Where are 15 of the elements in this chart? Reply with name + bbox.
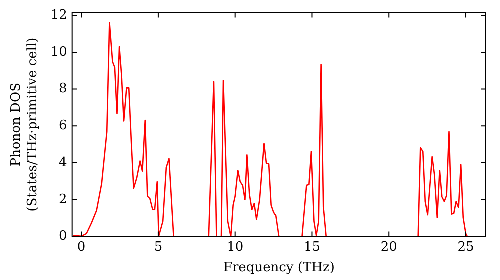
x-tick-label: 10: [227, 240, 244, 255]
y-tick-label: 10: [50, 44, 68, 60]
y-axis-title: Phonon DOS (States/THz·primitive cell): [8, 38, 41, 212]
y-tick-label: 4: [59, 155, 68, 170]
x-tick-label: 20: [380, 240, 398, 255]
x-tick-label: 0: [77, 240, 86, 255]
x-axis-title: Frequency (THz): [223, 260, 335, 276]
x-tick-label: 25: [458, 240, 474, 255]
y-tick-label: 6: [59, 118, 68, 134]
x-tick-label: 5: [154, 240, 163, 255]
y-tick-label: 8: [59, 82, 68, 97]
y-tick-label: 12: [50, 8, 68, 23]
y-tick-label: 2: [59, 192, 68, 208]
y-tick-label: 0: [59, 229, 68, 244]
x-tick-label: 15: [304, 240, 321, 255]
